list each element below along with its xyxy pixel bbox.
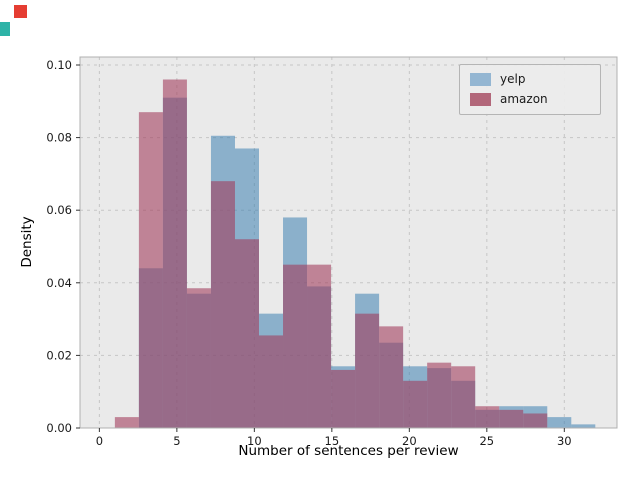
legend-swatch-amazon xyxy=(470,93,491,106)
bar-amazon xyxy=(210,181,235,428)
bar-amazon xyxy=(499,409,524,428)
bar-amazon xyxy=(379,326,404,428)
x-tick-label: 5 xyxy=(173,434,180,448)
bar-amazon xyxy=(259,335,284,428)
bar-amazon xyxy=(234,239,259,428)
bar-amazon xyxy=(162,79,187,429)
bar-amazon xyxy=(403,380,428,428)
bar-amazon xyxy=(331,369,356,428)
y-axis-label: Density xyxy=(19,216,35,268)
bar-amazon xyxy=(523,413,548,428)
x-tick-label: 25 xyxy=(479,434,494,448)
bar-amazon xyxy=(283,264,308,428)
y-tick-label: 0.10 xyxy=(46,58,72,72)
bar-amazon xyxy=(475,406,500,428)
teal-square-mark-icon xyxy=(0,22,10,36)
legend-item-yelp: yelp xyxy=(470,73,590,86)
x-tick-label: 0 xyxy=(96,434,103,448)
bar-amazon xyxy=(186,288,211,428)
bar-amazon xyxy=(307,264,332,428)
x-tick-label: 15 xyxy=(325,434,340,448)
y-tick-label: 0.02 xyxy=(46,348,72,362)
y-tick-label: 0.00 xyxy=(46,421,72,435)
bar-yelp xyxy=(547,417,572,428)
y-tick-label: 0.04 xyxy=(46,276,72,290)
x-tick-label: 20 xyxy=(402,434,417,448)
bar-amazon xyxy=(427,362,452,428)
x-axis-label: Number of sentences per review xyxy=(238,443,459,459)
legend-swatch-yelp xyxy=(470,73,491,86)
legend-item-amazon: amazon xyxy=(470,93,590,106)
red-square-mark-icon xyxy=(14,5,27,18)
bar-amazon xyxy=(114,417,139,428)
legend-label-yelp: yelp xyxy=(500,72,526,86)
y-tick-label: 0.08 xyxy=(46,131,72,145)
x-tick-label: 10 xyxy=(247,434,262,448)
bar-yelp xyxy=(571,424,596,428)
bar-amazon xyxy=(451,366,476,428)
bar-amazon xyxy=(355,313,380,428)
plot-border xyxy=(79,56,618,429)
legend: yelp amazon xyxy=(459,64,601,115)
y-tick-label: 0.06 xyxy=(46,203,72,217)
legend-label-amazon: amazon xyxy=(500,92,548,106)
bar-amazon xyxy=(138,112,163,428)
x-tick-label: 30 xyxy=(557,434,572,448)
